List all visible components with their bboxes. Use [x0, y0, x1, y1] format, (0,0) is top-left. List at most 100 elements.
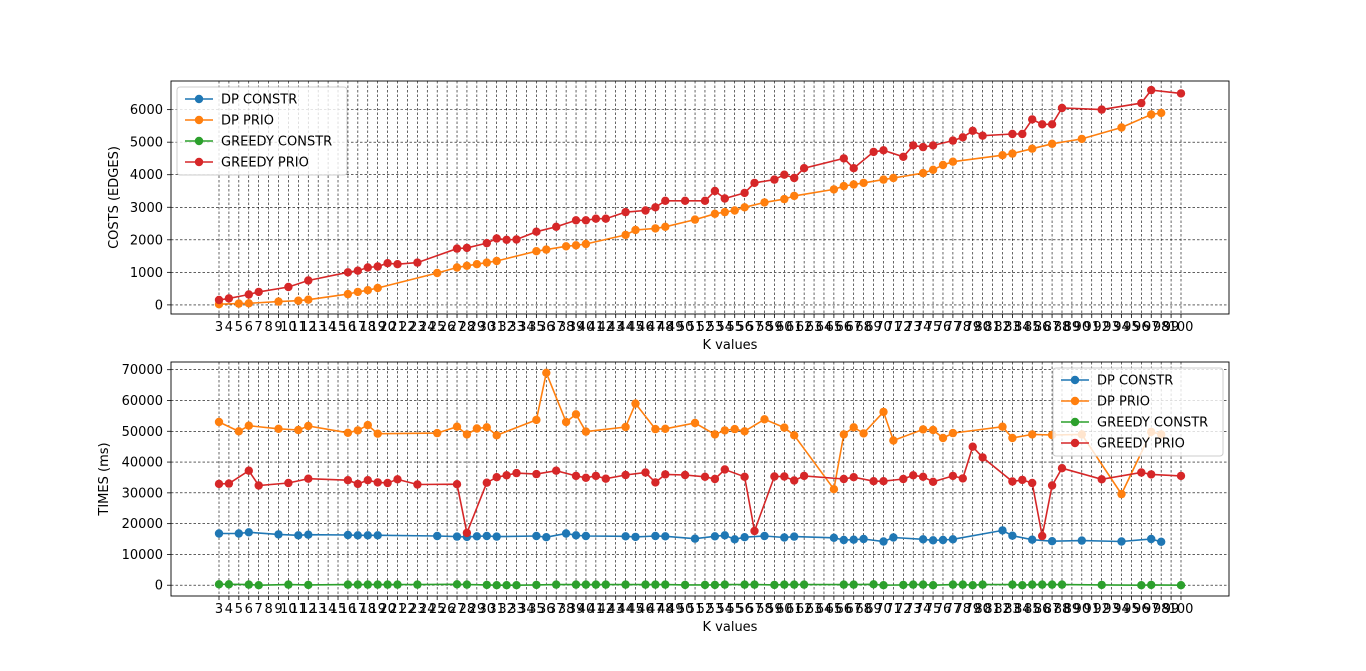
- data-point: [1147, 85, 1156, 95]
- data-point: [452, 422, 462, 431]
- data-point: [1008, 433, 1017, 443]
- data-point: [353, 531, 362, 540]
- data-point: [790, 431, 799, 440]
- x-tick-label: 71: [885, 602, 902, 617]
- data-point: [244, 580, 253, 589]
- data-point: [651, 580, 660, 589]
- data-point: [1137, 98, 1146, 108]
- data-point: [304, 580, 313, 590]
- data-point: [1117, 123, 1126, 132]
- data-point: [482, 423, 491, 432]
- data-point: [472, 260, 482, 269]
- x-tick-label: 60: [776, 320, 793, 335]
- data-point: [353, 580, 362, 589]
- data-point: [661, 222, 670, 231]
- x-tick-label: 46: [637, 602, 654, 617]
- data-point: [532, 580, 541, 590]
- data-point: [343, 580, 353, 589]
- data-point: [1057, 580, 1067, 589]
- x-tick-label: 27: [449, 320, 466, 335]
- data-point: [343, 289, 353, 299]
- x-tick-label: 85: [1024, 320, 1041, 335]
- x-tick-label: 53: [707, 320, 724, 335]
- x-tick-label: 61: [786, 602, 803, 617]
- x-tick-label: 40: [578, 320, 595, 335]
- x-tick-label: 80: [974, 320, 991, 335]
- data-point: [512, 468, 521, 478]
- x-tick-label: 41: [588, 320, 605, 335]
- data-point: [799, 471, 809, 481]
- data-point: [601, 214, 610, 223]
- data-point: [383, 478, 392, 488]
- x-tick-label: 50: [677, 602, 694, 617]
- data-point: [571, 410, 581, 419]
- data-point: [294, 531, 303, 540]
- data-point: [353, 479, 362, 489]
- x-tick-label: 75: [925, 602, 942, 617]
- x-tick-label: 98: [1153, 602, 1170, 617]
- data-point: [621, 532, 630, 541]
- data-point: [1147, 470, 1156, 479]
- legend-marker: [194, 136, 204, 146]
- x-tick-label: 10: [280, 602, 297, 617]
- data-point: [1176, 581, 1186, 590]
- data-point: [730, 206, 739, 215]
- data-point: [224, 294, 234, 303]
- data-point: [274, 297, 283, 306]
- x-tick-label: 70: [875, 320, 892, 335]
- data-point: [244, 466, 253, 475]
- x-tick-label: 43: [607, 602, 624, 617]
- data-point: [790, 580, 799, 589]
- x-tick-label: 50: [677, 320, 694, 335]
- x-tick-label: 91: [1083, 320, 1100, 335]
- data-point: [641, 206, 650, 215]
- data-point: [780, 533, 789, 542]
- data-point: [373, 262, 382, 271]
- data-point: [690, 418, 700, 428]
- data-point: [849, 535, 858, 544]
- data-point: [304, 530, 313, 539]
- legend-label: GREEDY CONSTR: [221, 135, 332, 150]
- data-point: [839, 535, 848, 545]
- x-tick-label: 17: [350, 320, 367, 335]
- data-point: [889, 173, 898, 183]
- data-point: [968, 581, 977, 590]
- x-tick-label: 79: [964, 602, 981, 617]
- data-point: [740, 580, 749, 589]
- data-point: [651, 478, 660, 487]
- data-point: [492, 581, 501, 590]
- data-point: [918, 535, 928, 544]
- data-point: [343, 476, 353, 485]
- axes-frame: [170, 361, 1230, 597]
- x-tick-label: 70: [875, 602, 892, 617]
- data-point: [621, 580, 630, 589]
- data-point: [978, 580, 987, 589]
- x-tick-label: 56: [736, 320, 753, 335]
- x-tick-label: 81: [984, 602, 1001, 617]
- data-point: [879, 581, 888, 590]
- x-tick-label: 87: [1044, 320, 1061, 335]
- data-point: [859, 429, 868, 438]
- data-point: [770, 175, 779, 184]
- data-point: [710, 532, 720, 541]
- data-point: [462, 580, 472, 589]
- data-point: [383, 259, 392, 268]
- data-point: [304, 421, 313, 431]
- y-tick-label: 40000: [122, 456, 163, 471]
- data-point: [581, 473, 591, 482]
- y-axis-label: COSTS (EDGES): [107, 146, 122, 249]
- data-point: [948, 535, 958, 544]
- data-point: [413, 580, 422, 589]
- data-point: [452, 580, 462, 589]
- data-point: [928, 141, 938, 150]
- x-tick-label: 24: [419, 602, 436, 617]
- data-point: [542, 533, 551, 542]
- x-tick-label: 59: [766, 320, 783, 335]
- series-greedy-constr: [214, 580, 1186, 590]
- data-point: [661, 532, 670, 541]
- x-tick-label: 84: [1014, 320, 1031, 335]
- data-point: [1117, 537, 1126, 546]
- data-point: [472, 532, 482, 541]
- x-tick-label: 80: [974, 602, 991, 617]
- y-tick-label: 60000: [122, 394, 163, 409]
